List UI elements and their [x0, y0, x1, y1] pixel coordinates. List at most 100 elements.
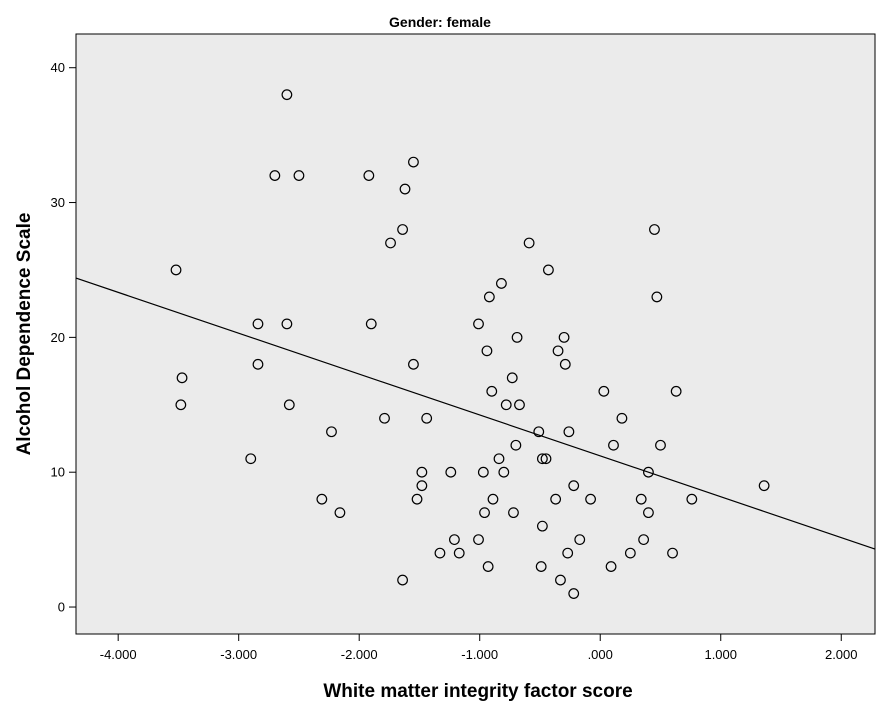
- scatter-point: [473, 318, 484, 330]
- scatter-point: [536, 520, 548, 532]
- fit-line-layer: [75, 277, 876, 550]
- scatter-point: [514, 399, 525, 411]
- scatter-point: [421, 412, 433, 424]
- scatter-point: [558, 331, 570, 343]
- scatter-point: [293, 170, 305, 181]
- scatter-point: [536, 453, 548, 465]
- scatter-point: [535, 561, 547, 572]
- scatter-point: [638, 534, 650, 546]
- scatter-point: [585, 493, 596, 505]
- scatter-point: [252, 318, 264, 330]
- scatter-point: [416, 480, 428, 492]
- scatter-point: [523, 237, 535, 249]
- y-tick-label: 10: [51, 465, 65, 480]
- scatter-point: [397, 224, 408, 235]
- x-tick-label: -3.000: [220, 647, 257, 662]
- y-tick-label: 30: [51, 195, 65, 210]
- scatter-point: [670, 385, 682, 397]
- scatter-point: [643, 466, 654, 478]
- scatter-point: [624, 547, 636, 559]
- scatter-point: [533, 426, 545, 438]
- scatter-point: [635, 493, 647, 505]
- scatter-point: [326, 426, 337, 438]
- scatter-point: [568, 480, 580, 492]
- scatter-point: [552, 345, 564, 357]
- x-tick-label: .000: [588, 647, 613, 662]
- scatter-point: [511, 331, 523, 343]
- y-tick-label: 40: [51, 60, 65, 75]
- scatter-point: [482, 561, 494, 572]
- fit-line: [75, 277, 876, 550]
- scatter-point: [496, 278, 507, 289]
- x-tick-label: 2.000: [825, 647, 858, 662]
- scatter-point: [399, 183, 411, 195]
- scatter-point: [493, 453, 505, 465]
- scatter-point: [408, 156, 419, 168]
- scatter-point: [498, 466, 510, 478]
- scatter-point: [316, 493, 328, 505]
- x-axis: -4.000 -3.000 -2.000 -1.000 .000 1.000 2.000: [100, 634, 858, 662]
- scatter-point: [397, 574, 408, 586]
- scatter-point: [598, 385, 610, 397]
- scatter-point: [608, 439, 619, 451]
- scatter-point: [363, 170, 375, 181]
- scatter-point: [758, 480, 770, 492]
- scatter-point: [408, 358, 419, 370]
- scatter-point: [453, 547, 465, 559]
- scatter-point: [283, 399, 295, 411]
- scatter-point: [483, 291, 495, 303]
- scatter-point: [481, 345, 493, 357]
- scatter-point: [555, 574, 566, 586]
- scatter-point: [170, 264, 182, 276]
- x-tick-label: -1.000: [461, 647, 498, 662]
- scatter-point: [365, 318, 377, 330]
- scatter-point: [449, 534, 460, 546]
- scatter-point: [563, 426, 575, 438]
- scatter-point: [281, 89, 293, 101]
- scatter-point: [416, 466, 428, 478]
- scatter-point: [562, 547, 574, 559]
- x-tick-label: -2.000: [341, 647, 378, 662]
- scatter-point: [651, 291, 663, 303]
- scatter-point: [379, 412, 390, 424]
- x-tick-label: -4.000: [100, 647, 137, 662]
- scatter-point: [245, 453, 257, 465]
- scatter-point: [543, 264, 554, 276]
- scatter-point: [508, 507, 519, 519]
- scatter-point: [269, 170, 281, 181]
- y-axis: 0 10 20 30 40: [51, 60, 76, 615]
- y-tick-label: 0: [58, 600, 65, 615]
- scatter-point: [655, 439, 666, 451]
- scatter-point: [473, 534, 484, 546]
- scatter-point: [643, 507, 654, 519]
- scatter-point: [175, 399, 187, 411]
- x-axis-label: White matter integrity factor score: [323, 681, 632, 702]
- y-tick-label: 20: [51, 330, 65, 345]
- scatter-point: [667, 547, 678, 559]
- scatter-point: [540, 453, 552, 465]
- scatter-point: [385, 237, 396, 249]
- scatter-point: [550, 493, 562, 505]
- scatter-point: [506, 372, 518, 384]
- scatter-point: [281, 318, 293, 330]
- scatter-point: [411, 493, 423, 505]
- scatter-point: [686, 493, 698, 505]
- chart-title: Gender: female: [389, 14, 491, 30]
- y-axis-label: Alcohol Dependence Scale: [14, 213, 35, 456]
- scatter-point: [487, 493, 499, 505]
- scatter-point: [559, 358, 571, 370]
- data-points: [170, 89, 770, 599]
- scatter-point: [510, 439, 522, 451]
- scatter-point: [434, 547, 446, 559]
- scatter-point: [334, 507, 346, 519]
- scatter-point: [479, 507, 490, 519]
- scatter-point: [574, 534, 586, 546]
- scatter-point: [605, 561, 617, 572]
- scatter-point: [568, 588, 580, 599]
- plot-area: [75, 33, 876, 635]
- scatter-point: [477, 466, 489, 478]
- scatter-point: [486, 385, 498, 397]
- scatter-point: [176, 372, 188, 384]
- scatter-point: [649, 224, 660, 235]
